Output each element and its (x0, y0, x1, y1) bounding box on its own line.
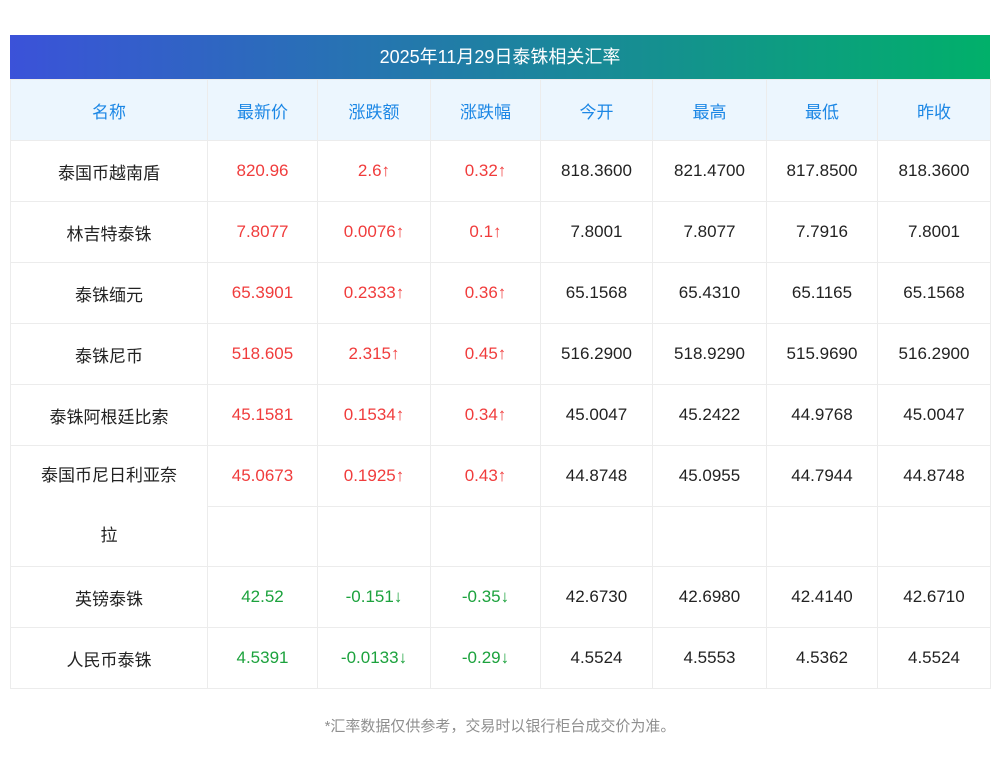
latest-price: 45.1581 (207, 384, 318, 446)
prev-close-price: 65.1568 (877, 262, 991, 324)
col-header-open: 今开 (540, 79, 653, 141)
table-header-row: 名称 最新价 涨跌额 涨跌幅 今开 最高 最低 昨收 (10, 79, 991, 141)
high-price: 65.4310 (652, 262, 767, 324)
high-price: 45.0955 (652, 445, 767, 507)
currency-pair-name: 林吉特泰铢 (10, 201, 208, 263)
table-row: 林吉特泰铢 7.8077 0.0076↑ 0.1↑ 7.8001 7.8077 … (10, 201, 991, 263)
latest-price: 45.0673 (207, 445, 318, 507)
latest-price: 820.96 (207, 140, 318, 202)
table-row: 泰国币越南盾 820.96 2.6↑ 0.32↑ 818.3600 821.47… (10, 140, 991, 202)
low-price: 817.8500 (766, 140, 878, 202)
empty-cell (877, 506, 991, 567)
open-price: 818.3600 (540, 140, 653, 202)
table-row: 泰国币尼日利亚奈拉 45.0673 0.1925↑ 0.43↑ 44.8748 … (10, 445, 991, 567)
currency-pair-name: 泰铢缅元 (10, 262, 208, 324)
col-header-high: 最高 (652, 79, 767, 141)
latest-price: 4.5391 (207, 627, 318, 689)
high-price: 42.6980 (652, 566, 767, 628)
currency-pair-name: 英镑泰铢 (10, 566, 208, 628)
change-amount: 0.1925↑ (317, 445, 431, 507)
change-amount: -0.0133↓ (317, 627, 431, 689)
empty-cell (766, 506, 878, 567)
latest-price: 42.52 (207, 566, 318, 628)
low-price: 7.7916 (766, 201, 878, 263)
change-amount: 0.2333↑ (317, 262, 431, 324)
change-percent: 0.36↑ (430, 262, 541, 324)
latest-price: 7.8077 (207, 201, 318, 263)
open-price: 44.8748 (540, 445, 653, 507)
high-price: 45.2422 (652, 384, 767, 446)
exchange-rate-table: 名称 最新价 涨跌额 涨跌幅 今开 最高 最低 昨收 泰国币越南盾 820.96… (10, 79, 991, 689)
open-price: 4.5524 (540, 627, 653, 689)
change-percent: 0.32↑ (430, 140, 541, 202)
change-percent: 0.1↑ (430, 201, 541, 263)
low-price: 515.9690 (766, 323, 878, 385)
col-header-prev-close: 昨收 (877, 79, 991, 141)
open-price: 45.0047 (540, 384, 653, 446)
currency-pair-name: 泰铢阿根廷比索 (10, 384, 208, 446)
currency-pair-name-text: 泰国币尼日利亚奈拉 (41, 466, 177, 545)
change-percent: 0.45↑ (430, 323, 541, 385)
currency-pair-name: 泰国币尼日利亚奈拉 (10, 445, 208, 567)
prev-close-price: 818.3600 (877, 140, 991, 202)
latest-price: 65.3901 (207, 262, 318, 324)
low-price: 65.1165 (766, 262, 878, 324)
prev-close-price: 44.8748 (877, 445, 991, 507)
table-row: 泰铢尼币 518.605 2.315↑ 0.45↑ 516.2900 518.9… (10, 323, 991, 385)
high-price: 4.5553 (652, 627, 767, 689)
change-percent: -0.29↓ (430, 627, 541, 689)
empty-cell (317, 506, 431, 567)
empty-cell (430, 506, 541, 567)
empty-cell (207, 506, 318, 567)
change-percent: -0.35↓ (430, 566, 541, 628)
table-row: 英镑泰铢 42.52 -0.151↓ -0.35↓ 42.6730 42.698… (10, 566, 991, 628)
col-header-low: 最低 (766, 79, 878, 141)
table-row: 人民币泰铢 4.5391 -0.0133↓ -0.29↓ 4.5524 4.55… (10, 627, 991, 689)
disclaimer-note: *汇率数据仅供参考，交易时以银行柜台成交价为准。 (324, 718, 676, 735)
prev-close-price: 7.8001 (877, 201, 991, 263)
change-amount: 2.315↑ (317, 323, 431, 385)
change-amount: 0.0076↑ (317, 201, 431, 263)
prev-close-price: 4.5524 (877, 627, 991, 689)
change-amount: 0.1534↑ (317, 384, 431, 446)
empty-cell (540, 506, 653, 567)
prev-close-price: 45.0047 (877, 384, 991, 446)
empty-cell (652, 506, 767, 567)
col-header-change: 涨跌额 (317, 79, 431, 141)
table-row: 泰铢阿根廷比索 45.1581 0.1534↑ 0.34↑ 45.0047 45… (10, 384, 991, 446)
high-price: 518.9290 (652, 323, 767, 385)
table-row: 泰铢缅元 65.3901 0.2333↑ 0.36↑ 65.1568 65.43… (10, 262, 991, 324)
col-header-name: 名称 (10, 79, 208, 141)
change-percent: 0.34↑ (430, 384, 541, 446)
change-amount: 2.6↑ (317, 140, 431, 202)
change-percent: 0.43↑ (430, 445, 541, 507)
currency-pair-name: 泰国币越南盾 (10, 140, 208, 202)
low-price: 42.4140 (766, 566, 878, 628)
open-price: 65.1568 (540, 262, 653, 324)
high-price: 821.4700 (652, 140, 767, 202)
page: 2025年11月29日泰铢相关汇率 名称 最新价 涨跌额 涨跌幅 今开 最高 最… (10, 0, 991, 736)
open-price: 516.2900 (540, 323, 653, 385)
col-header-latest: 最新价 (207, 79, 318, 141)
prev-close-price: 42.6710 (877, 566, 991, 628)
page-title: 2025年11月29日泰铢相关汇率 (10, 35, 990, 79)
open-price: 42.6730 (540, 566, 653, 628)
currency-pair-name: 泰铢尼币 (10, 323, 208, 385)
col-header-change-pct: 涨跌幅 (430, 79, 541, 141)
low-price: 4.5362 (766, 627, 878, 689)
low-price: 44.9768 (766, 384, 878, 446)
low-price: 44.7944 (766, 445, 878, 507)
high-price: 7.8077 (652, 201, 767, 263)
currency-pair-name: 人民币泰铢 (10, 627, 208, 689)
change-amount: -0.151↓ (317, 566, 431, 628)
prev-close-price: 516.2900 (877, 323, 991, 385)
latest-price: 518.605 (207, 323, 318, 385)
open-price: 7.8001 (540, 201, 653, 263)
